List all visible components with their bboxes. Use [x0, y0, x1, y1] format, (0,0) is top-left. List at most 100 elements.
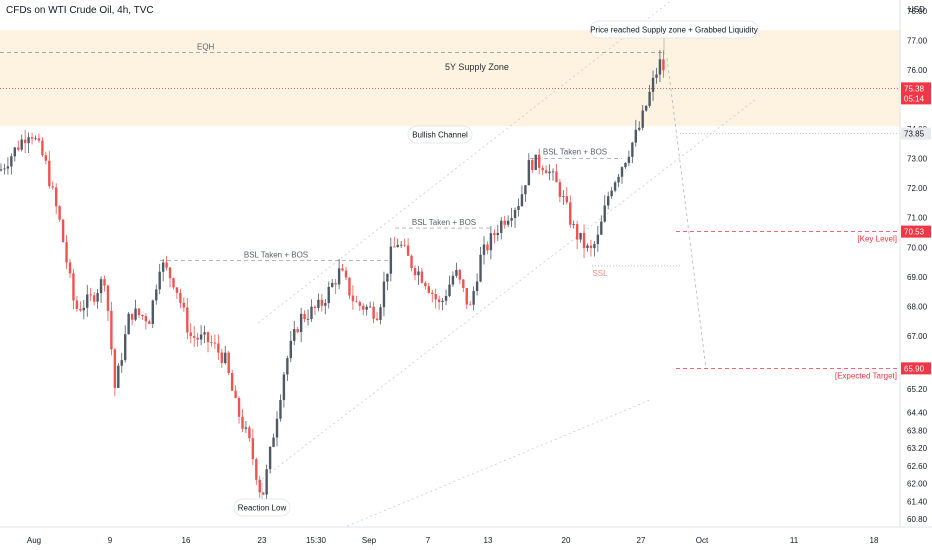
- bar-countdown: 05:14: [904, 94, 925, 103]
- candle-body: [299, 313, 303, 333]
- candle-body: [89, 294, 92, 296]
- candle-body: [175, 287, 179, 293]
- candle-body: [172, 278, 175, 288]
- x-tick-label: Sep: [362, 536, 377, 545]
- candle-body: [230, 373, 234, 391]
- candle-body: [13, 147, 16, 157]
- candle-body: [455, 269, 458, 276]
- y-tick-label: 72.00: [907, 184, 928, 193]
- candle-body: [79, 308, 82, 311]
- candle-body: [479, 254, 482, 282]
- candle-body: [141, 315, 144, 317]
- candle-body: [96, 293, 99, 302]
- candle-body: [420, 271, 424, 283]
- supply-annotation-box: [589, 20, 759, 39]
- candle-body: [110, 310, 113, 350]
- candle-body: [524, 185, 527, 195]
- candle-body: [99, 279, 103, 294]
- candle-body: [179, 292, 182, 303]
- candle-body: [34, 138, 37, 140]
- y-tick-label: 76.00: [907, 66, 928, 75]
- candle-body: [458, 269, 462, 280]
- candle-body: [534, 154, 537, 170]
- candle-body: [27, 137, 30, 144]
- candle-body: [265, 469, 268, 495]
- candle-body: [662, 59, 665, 71]
- candle-body: [244, 427, 248, 429]
- candle-body: [30, 137, 34, 139]
- y-tick-label: 60.80: [907, 515, 928, 524]
- supply-zone-label: 5Y Supply Zone: [445, 62, 509, 72]
- candle-body: [324, 303, 327, 306]
- x-tick-label: 16: [182, 536, 191, 545]
- supply-zone: [0, 30, 900, 127]
- candle-body: [151, 300, 154, 324]
- candle-body: [358, 302, 361, 306]
- y-tick-label: 78.00: [907, 7, 928, 16]
- candle-body: [275, 418, 279, 438]
- candle-body: [196, 337, 199, 340]
- y-tick-label: 61.40: [907, 497, 928, 506]
- y-tick-label: 68.00: [907, 302, 928, 311]
- candle-body: [644, 105, 648, 111]
- x-tick-label: 9: [108, 536, 113, 545]
- candle-body: [158, 271, 161, 290]
- candle-body: [193, 336, 196, 338]
- candle-body: [510, 218, 513, 221]
- y-tick-label: 77.00: [907, 37, 928, 46]
- candle-body: [313, 306, 317, 308]
- candle-body: [75, 300, 79, 309]
- candle-body: [593, 244, 596, 249]
- x-tick-label: 18: [870, 536, 879, 545]
- candle-body: [320, 299, 324, 306]
- candle-body: [199, 334, 203, 340]
- candle-body: [427, 286, 430, 293]
- candle-body: [437, 299, 441, 303]
- candle-body: [400, 244, 403, 246]
- candle-body: [334, 282, 337, 285]
- candle-body: [286, 358, 289, 375]
- candle-body: [403, 244, 406, 246]
- candle-body: [251, 438, 255, 460]
- candle-body: [189, 332, 192, 337]
- expected-target-label: [Expected Target]: [835, 371, 897, 380]
- candle-body: [444, 296, 448, 301]
- candle-body: [389, 246, 393, 274]
- candle-body: [127, 313, 130, 335]
- price-tag-73-85-bg: [901, 127, 931, 140]
- candle-body: [344, 270, 348, 278]
- candle-body: [579, 232, 582, 240]
- candle-body: [431, 292, 434, 295]
- candle-body: [472, 291, 475, 305]
- candle-body: [589, 245, 593, 249]
- x-tick-label: 11: [790, 536, 799, 545]
- candle-body: [255, 459, 258, 480]
- candle-body: [337, 268, 341, 285]
- candle-body: [624, 162, 627, 168]
- candle-body: [393, 246, 396, 248]
- candle-body: [279, 399, 282, 419]
- candle-body: [520, 194, 524, 207]
- candle-body: [541, 167, 544, 171]
- candle-body: [55, 187, 58, 207]
- y-tick-label: 67.00: [907, 332, 928, 341]
- x-tick-label: 23: [258, 536, 267, 545]
- y-tick-label: 65.20: [907, 385, 928, 394]
- candle-body: [58, 206, 61, 220]
- candle-body: [17, 147, 20, 150]
- candle-body: [575, 224, 579, 240]
- candle-body: [603, 205, 606, 222]
- candle-body: [607, 196, 610, 206]
- candle-body: [386, 273, 389, 282]
- x-tick-label: 20: [562, 536, 571, 545]
- candle-body: [61, 219, 65, 243]
- candle-body: [562, 196, 565, 197]
- candle-body: [282, 374, 286, 400]
- candle-body: [10, 156, 13, 167]
- candle-body: [531, 160, 534, 170]
- candle-body: [482, 244, 486, 255]
- candle-body: [68, 262, 72, 274]
- candle-body: [548, 171, 551, 174]
